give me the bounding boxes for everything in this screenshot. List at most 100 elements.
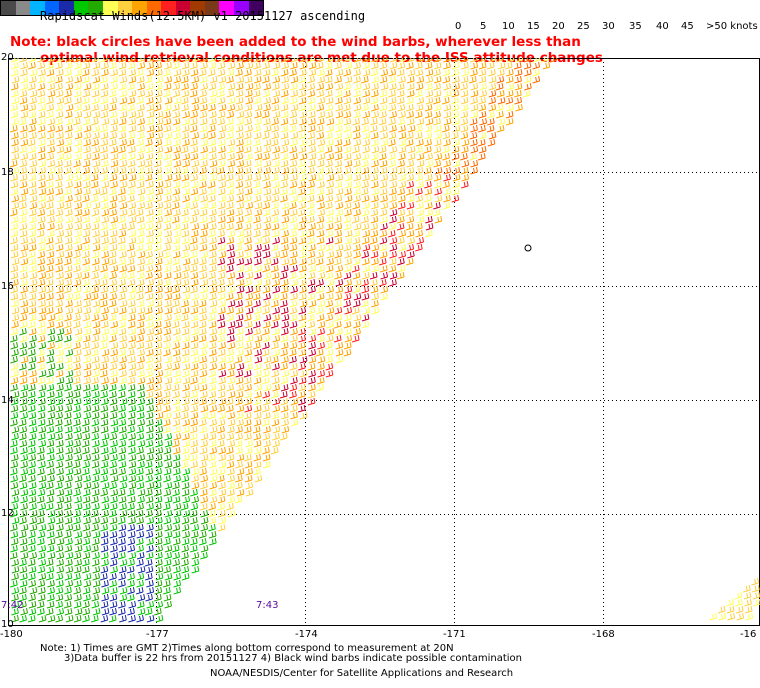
wind-barb — [208, 523, 216, 532]
wind-barb — [83, 474, 91, 483]
wind-barb — [353, 327, 361, 336]
wind-barb — [181, 180, 190, 189]
wind-barb — [263, 159, 272, 168]
wind-barb — [74, 222, 83, 231]
wind-barb — [389, 208, 398, 217]
wind-barb — [380, 271, 389, 280]
wind-barb — [263, 411, 271, 420]
wind-barb — [272, 152, 280, 161]
wind-barb — [109, 138, 117, 147]
wind-barb — [209, 481, 218, 490]
wind-barb — [272, 236, 280, 245]
wind-barb — [254, 110, 262, 119]
wind-barb — [163, 201, 172, 210]
wind-barb — [434, 215, 443, 224]
wind-barb — [389, 124, 397, 133]
wind-barb — [362, 61, 370, 70]
wind-barb — [10, 418, 18, 427]
wind-barb — [280, 124, 289, 133]
wind-barb — [127, 586, 135, 595]
wind-barb — [388, 222, 396, 231]
wind-barb — [11, 313, 20, 322]
wind-barb — [28, 565, 37, 574]
wind-barb — [361, 117, 369, 126]
wind-barb — [100, 544, 109, 553]
wind-barb — [235, 306, 244, 315]
wind-barb — [154, 327, 163, 336]
wind-barb — [63, 187, 72, 196]
wind-barb — [207, 509, 216, 518]
wind-barb — [28, 257, 37, 266]
wind-barb — [200, 292, 208, 301]
wind-barb — [209, 446, 218, 455]
wind-barb — [334, 320, 342, 329]
wind-barb — [128, 481, 137, 490]
wind-barb — [326, 257, 334, 266]
wind-barb — [308, 145, 317, 154]
wind-barb — [73, 166, 81, 175]
wind-barb — [208, 376, 217, 385]
wind-barb — [19, 586, 27, 595]
wind-barb — [208, 82, 217, 91]
wind-barb — [118, 362, 127, 371]
wind-barb — [191, 467, 200, 476]
wind-barb — [316, 313, 325, 322]
wind-barb — [136, 236, 145, 245]
wind-barb — [19, 313, 28, 322]
wind-barb — [136, 516, 144, 525]
wind-barb — [128, 341, 136, 350]
wind-barb — [100, 243, 109, 252]
wind-barb — [64, 383, 72, 392]
wind-barb — [199, 425, 208, 434]
wind-barb — [218, 215, 226, 224]
wind-barb — [486, 124, 495, 133]
wind-barb — [353, 243, 361, 252]
wind-barb — [236, 110, 245, 119]
wind-barb — [91, 285, 100, 294]
wind-barb — [74, 82, 82, 91]
wind-barb — [281, 110, 289, 119]
wind-barb — [271, 418, 280, 427]
wind-barb — [119, 425, 127, 434]
wind-barb — [271, 131, 279, 140]
wind-barb — [137, 201, 146, 210]
wind-barb — [198, 299, 207, 308]
wind-barb — [92, 299, 101, 308]
wind-barb — [469, 131, 478, 140]
wind-barb — [73, 614, 82, 623]
wind-barb — [154, 313, 163, 322]
wind-barb — [235, 446, 244, 455]
wind-barb — [424, 187, 433, 196]
wind-barb — [82, 600, 90, 609]
wind-barb — [423, 166, 432, 175]
wind-barb — [271, 222, 280, 231]
wind-barb — [191, 229, 199, 238]
wind-barb — [172, 495, 181, 504]
wind-barb — [208, 411, 216, 420]
wind-barb — [154, 579, 163, 588]
wind-barb — [100, 523, 108, 532]
wind-barb — [128, 460, 137, 469]
wind-barb — [117, 488, 126, 497]
wind-barb — [164, 523, 173, 532]
wind-barb — [180, 166, 189, 175]
wind-barb — [218, 194, 227, 203]
wind-barb — [110, 180, 118, 189]
wind-barb — [325, 348, 334, 357]
wind-barb — [128, 180, 136, 189]
wind-barb — [289, 180, 298, 189]
wind-barb — [73, 159, 81, 168]
wind-barb — [127, 502, 135, 511]
wind-barb — [11, 299, 19, 308]
wind-barb — [20, 278, 28, 287]
wind-barb — [164, 96, 173, 105]
wind-barb — [235, 89, 244, 98]
wind-barb — [28, 103, 37, 112]
wind-barb — [362, 131, 371, 140]
wind-barb — [280, 117, 289, 126]
wind-barb — [209, 159, 218, 168]
wind-barb — [470, 82, 479, 91]
wind-barb — [289, 159, 298, 168]
wind-barb — [37, 320, 46, 329]
wind-barb — [127, 271, 135, 280]
